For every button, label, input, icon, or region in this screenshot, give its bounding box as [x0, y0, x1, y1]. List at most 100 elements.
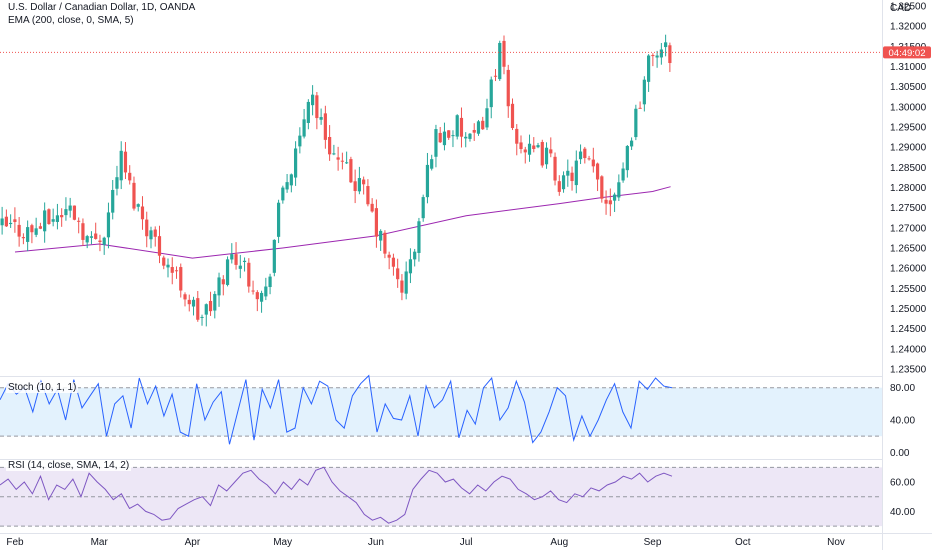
candle-body	[629, 140, 634, 147]
candle-body	[370, 203, 374, 212]
candle-body	[213, 293, 217, 311]
candle-body	[111, 189, 115, 213]
candle-body	[476, 121, 481, 134]
candle-body	[625, 146, 629, 171]
candle-body	[523, 149, 527, 153]
price-tick-label: 1.28000	[890, 183, 927, 194]
time-tick-label: Aug	[550, 537, 568, 548]
candle-body	[408, 259, 413, 274]
candle-body	[268, 276, 272, 288]
candle-body	[128, 172, 132, 181]
candle-body	[570, 172, 574, 182]
candle-body	[123, 151, 128, 173]
candle-body	[221, 279, 225, 285]
candle-body	[106, 212, 111, 238]
candle-body	[306, 101, 310, 123]
candle-body	[400, 280, 404, 293]
candle-body	[94, 233, 98, 239]
currency-label: CAD	[890, 3, 911, 14]
price-tick-label: 1.24000	[890, 344, 927, 355]
candle-body	[464, 136, 468, 139]
price-tick-label: 1.24500	[890, 324, 927, 335]
candle-body	[489, 79, 493, 108]
time-tick-label: Oct	[735, 537, 751, 548]
candle-body	[587, 158, 591, 160]
price-tick-label: 1.27000	[890, 223, 927, 234]
candle-body	[481, 120, 485, 130]
candle-body	[561, 175, 566, 190]
candle-body	[647, 55, 651, 82]
candle-body	[353, 181, 357, 192]
candle-body	[251, 290, 255, 292]
candle-body	[553, 156, 557, 181]
symbol-legend: U.S. Dollar / Canadian Dollar, 1D, OANDA	[6, 2, 198, 13]
candle-body	[527, 143, 532, 155]
candle-body	[102, 237, 106, 245]
candle-body	[536, 145, 540, 148]
candle-body	[485, 108, 489, 128]
price-tick-label: 1.26000	[890, 264, 927, 275]
candle-body	[591, 159, 595, 167]
rsi-tick-label: 60.00	[890, 478, 915, 489]
candle-body	[60, 215, 64, 218]
candle-body	[510, 103, 515, 129]
time-tick-label: May	[273, 537, 292, 548]
candle-body	[664, 42, 668, 48]
price-tick-label: 1.31000	[890, 62, 927, 73]
candle-body	[472, 129, 476, 133]
candle-body	[336, 157, 340, 160]
candle-body	[434, 129, 438, 157]
candle-body	[493, 75, 498, 77]
rsi-line	[0, 466, 673, 524]
candle-body	[451, 135, 455, 137]
candle-body	[4, 216, 8, 227]
candle-body	[366, 186, 370, 205]
candle-body	[345, 162, 349, 164]
candle-body	[455, 115, 459, 137]
candle-body	[642, 79, 646, 105]
candle-body	[617, 182, 621, 198]
rsi-legend: RSI (14, close, SMA, 14, 2)	[6, 460, 132, 471]
candle-body	[157, 236, 162, 256]
candle-body	[357, 178, 361, 192]
candle-body	[498, 42, 502, 80]
rsi-title: RSI (14, close, SMA, 14, 2)	[6, 460, 132, 471]
candle-body	[532, 145, 536, 150]
current-price-badge-label: 04:49:02	[889, 48, 926, 59]
candle-body	[340, 160, 344, 162]
time-tick-label: Feb	[6, 537, 24, 548]
candle-body	[38, 226, 43, 229]
candle-body	[208, 300, 213, 312]
candle-body	[659, 49, 663, 58]
candle-body	[119, 150, 123, 181]
candle-body	[187, 299, 191, 305]
candle-body	[502, 40, 506, 67]
candle-body	[179, 267, 183, 291]
price-tick-label: 1.30000	[890, 102, 927, 113]
candle-body	[506, 69, 510, 107]
candle-body	[332, 153, 336, 155]
candle-body	[293, 148, 298, 178]
candle-body	[234, 254, 238, 265]
price-tick-label: 1.25000	[890, 304, 927, 315]
candle-body	[608, 200, 612, 205]
candle-body	[557, 181, 561, 192]
candle-body	[311, 94, 315, 106]
candle-body	[26, 227, 30, 242]
candle-body	[217, 277, 221, 296]
candle-body	[442, 131, 447, 146]
time-tick-label: Sep	[644, 537, 662, 548]
time-tick-label: Mar	[91, 537, 109, 548]
candle-body	[459, 117, 464, 137]
candle-body	[140, 206, 145, 220]
candle-body	[612, 194, 617, 201]
candle-body	[540, 141, 544, 166]
candle-body	[391, 257, 396, 267]
candle-body	[425, 164, 430, 198]
candle-body	[328, 137, 332, 155]
candle-body	[204, 304, 208, 315]
candle-body	[0, 218, 4, 226]
candle-body	[634, 108, 638, 138]
candle-body	[264, 286, 268, 297]
time-tick-label: Apr	[185, 537, 201, 548]
